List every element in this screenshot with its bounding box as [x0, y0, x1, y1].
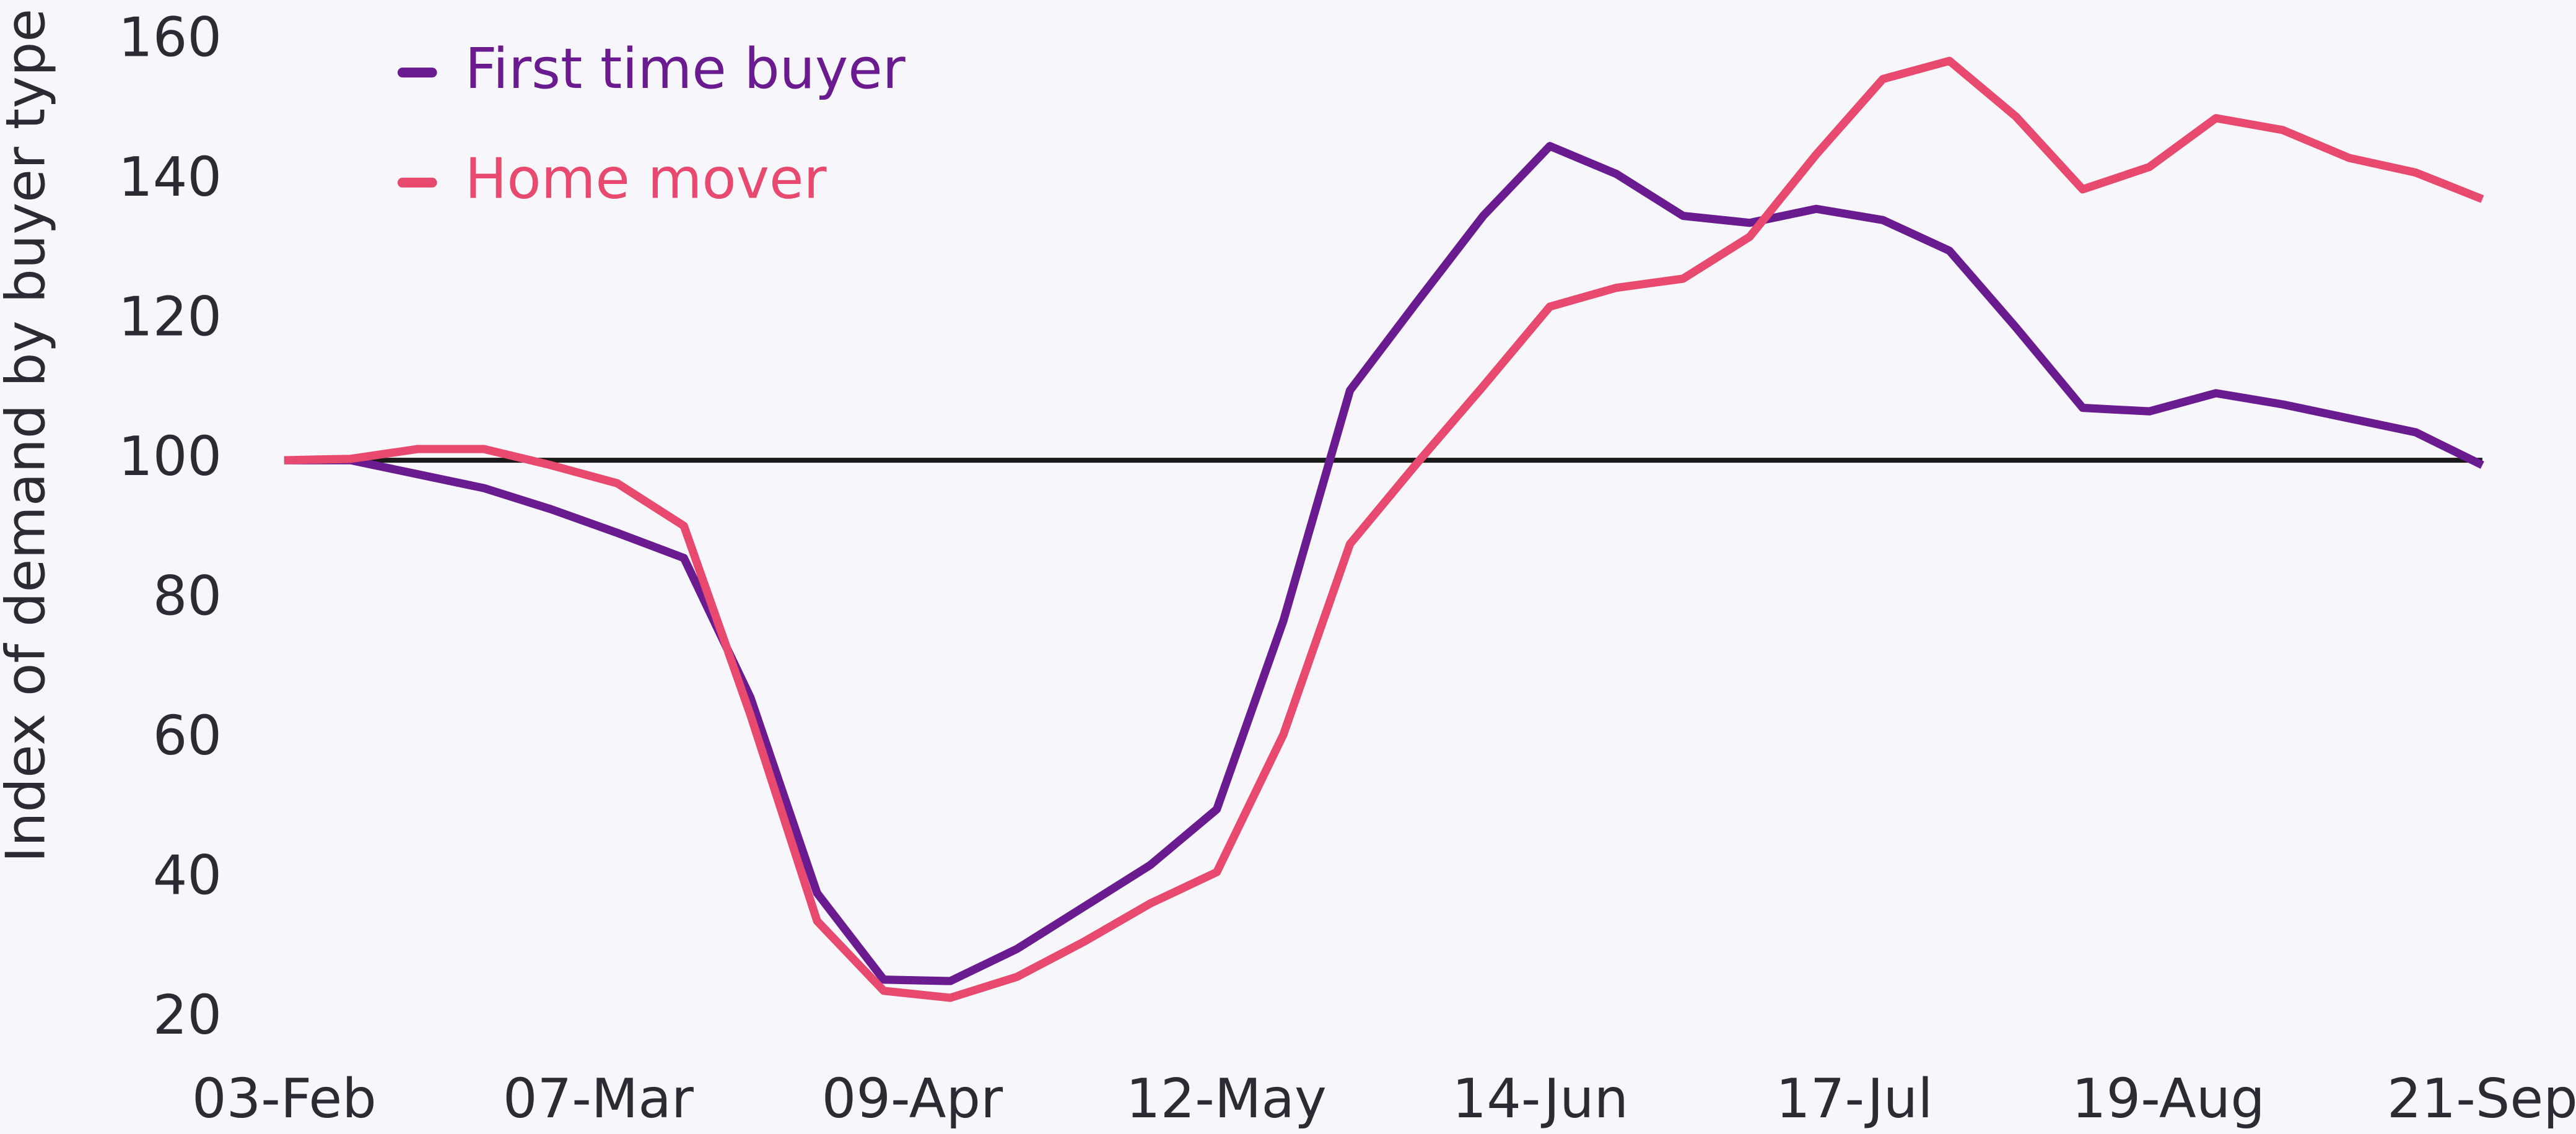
y-tick-label: 120	[118, 286, 222, 349]
x-tick-label: 09-Apr	[822, 1067, 1003, 1130]
y-tick-label: 140	[118, 146, 222, 209]
legend-label: Home mover	[465, 147, 827, 212]
x-tick-label: 21-Sep	[2387, 1067, 2576, 1130]
x-tick-label: 12-May	[1126, 1067, 1327, 1130]
y-tick-label: 60	[153, 704, 222, 767]
series-line	[284, 142, 2484, 985]
y-tick-label: 40	[153, 844, 222, 907]
y-tick-label: 160	[118, 6, 222, 69]
y-tick-label: 20	[153, 984, 222, 1047]
x-tick-label: 03-Feb	[192, 1067, 377, 1130]
x-tick-label: 07-Mar	[503, 1067, 694, 1130]
legend-label: First time buyer	[465, 37, 906, 102]
x-tick-label: 19-Aug	[2072, 1067, 2265, 1130]
y-axis-title: Index of demand by buyer type	[0, 9, 58, 863]
x-tick-label: 17-Jul	[1776, 1067, 1932, 1130]
series-line	[284, 56, 2484, 1002]
y-tick-label: 100	[118, 425, 222, 488]
x-tick-label: 14-Jun	[1452, 1067, 1629, 1130]
y-tick-label: 80	[153, 564, 222, 627]
